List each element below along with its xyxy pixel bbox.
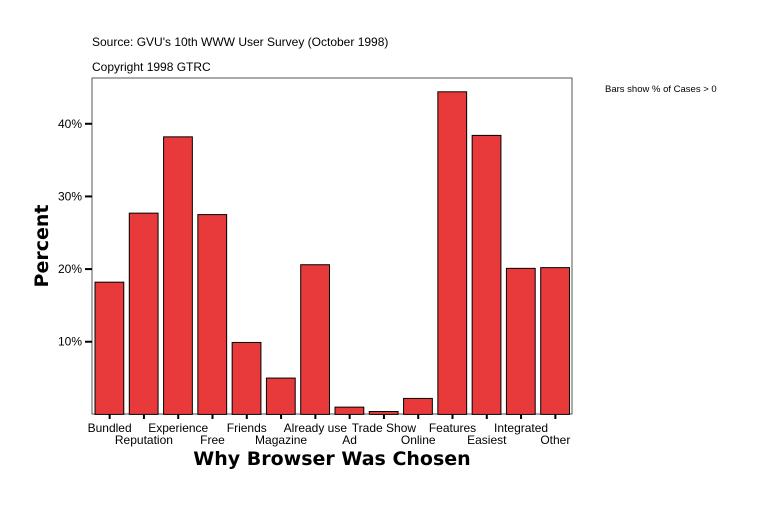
bar: [128, 212, 159, 415]
x-tick-label: Friends: [227, 421, 267, 435]
x-tick-label: Easiest: [467, 433, 507, 447]
x-tick-label: Other: [540, 433, 570, 447]
bar: [437, 91, 468, 415]
x-axis-title: Why Browser Was Chosen: [193, 448, 470, 470]
y-axis-title: Percent: [31, 205, 53, 288]
note-text: Bars show % of Cases > 0: [605, 84, 717, 95]
bar: [505, 267, 536, 415]
bar: [197, 214, 228, 415]
y-tick-label: 30%: [58, 189, 82, 203]
x-tick-label: Online: [401, 433, 436, 447]
bar: [368, 410, 399, 415]
x-tick-label: Trade Show: [352, 421, 417, 435]
x-tick-label: Already use: [284, 421, 348, 435]
copyright-text: Copyright 1998 GTRC: [92, 60, 211, 74]
bar: [300, 264, 331, 415]
bar: [265, 377, 296, 415]
source-text: Source: GVU's 10th WWW User Survey (Octo…: [92, 35, 388, 49]
y-tick-label: 40%: [58, 117, 82, 131]
x-tick-label: Experience: [148, 421, 208, 435]
x-tick-label: Bundled: [88, 421, 132, 435]
bar: [471, 134, 502, 415]
bar: [540, 267, 571, 415]
x-tick-label: Ad: [342, 433, 357, 447]
x-tick-label: Features: [429, 421, 476, 435]
x-tick-label: Integrated: [494, 421, 548, 435]
bar: [163, 136, 193, 415]
x-tick-label: Reputation: [115, 433, 173, 447]
bar: [403, 397, 433, 415]
bar: [94, 281, 125, 415]
bar: [231, 341, 262, 415]
plot-frame: [91, 77, 573, 415]
bar: [334, 406, 365, 415]
x-tick-label: Free: [200, 433, 225, 447]
y-tick-label: 20%: [58, 262, 82, 276]
y-tick-label: 10%: [58, 335, 82, 349]
x-tick-label: Magazine: [255, 433, 307, 447]
